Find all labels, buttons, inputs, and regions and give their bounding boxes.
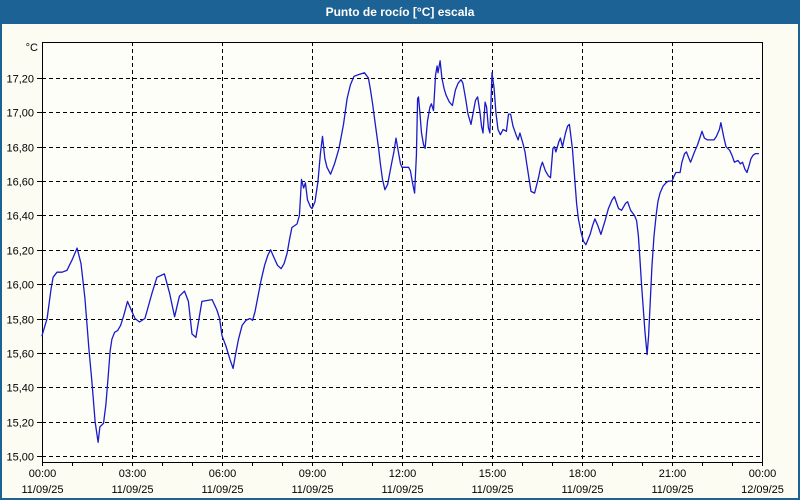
svg-text:15,80: 15,80	[6, 315, 34, 327]
svg-text:15,20: 15,20	[6, 418, 34, 430]
svg-text:16,60: 16,60	[6, 177, 34, 189]
gridlines	[42, 42, 762, 462]
svg-text:11/09/25: 11/09/25	[291, 484, 333, 496]
svg-text:12/09/25: 12/09/25	[741, 484, 784, 496]
svg-text:21:00: 21:00	[659, 468, 687, 480]
svg-text:15,00: 15,00	[6, 452, 34, 464]
svg-text:15,60: 15,60	[6, 349, 34, 361]
svg-text:11/09/25: 11/09/25	[111, 484, 153, 496]
svg-text:11/09/25: 11/09/25	[561, 484, 603, 496]
svg-text:11/09/25: 11/09/25	[381, 484, 423, 496]
svg-text:06:00: 06:00	[209, 468, 237, 480]
svg-text:11/09/25: 11/09/25	[651, 484, 693, 496]
svg-text:00:00: 00:00	[749, 468, 777, 480]
svg-text:18:00: 18:00	[569, 468, 597, 480]
svg-text:16,20: 16,20	[6, 246, 34, 258]
svg-text:15,40: 15,40	[6, 383, 34, 395]
svg-text:11/09/25: 11/09/25	[471, 484, 513, 496]
series-line	[41, 60, 760, 443]
svg-text:15:00: 15:00	[479, 468, 507, 480]
svg-text:°C: °C	[26, 42, 38, 54]
svg-text:11/09/25: 11/09/25	[21, 484, 63, 496]
window-title: Punto de rocío [°C] escala	[2, 2, 798, 24]
svg-text:09:00: 09:00	[299, 468, 327, 480]
svg-text:03:00: 03:00	[119, 468, 147, 480]
axes	[37, 42, 763, 466]
svg-text:12:00: 12:00	[389, 468, 417, 480]
axis-labels: 15,00 15,20 15,40 15,60 15,80 16,00 16,20 16,40…	[6, 42, 783, 496]
svg-text:00:00: 00:00	[29, 468, 57, 480]
svg-text:17,20: 17,20	[6, 74, 34, 86]
svg-text:11/09/25: 11/09/25	[201, 484, 243, 496]
svg-text:16,80: 16,80	[6, 143, 34, 155]
svg-text:17,00: 17,00	[6, 108, 34, 120]
svg-text:16,00: 16,00	[6, 280, 34, 292]
svg-text:16,40: 16,40	[6, 211, 34, 223]
